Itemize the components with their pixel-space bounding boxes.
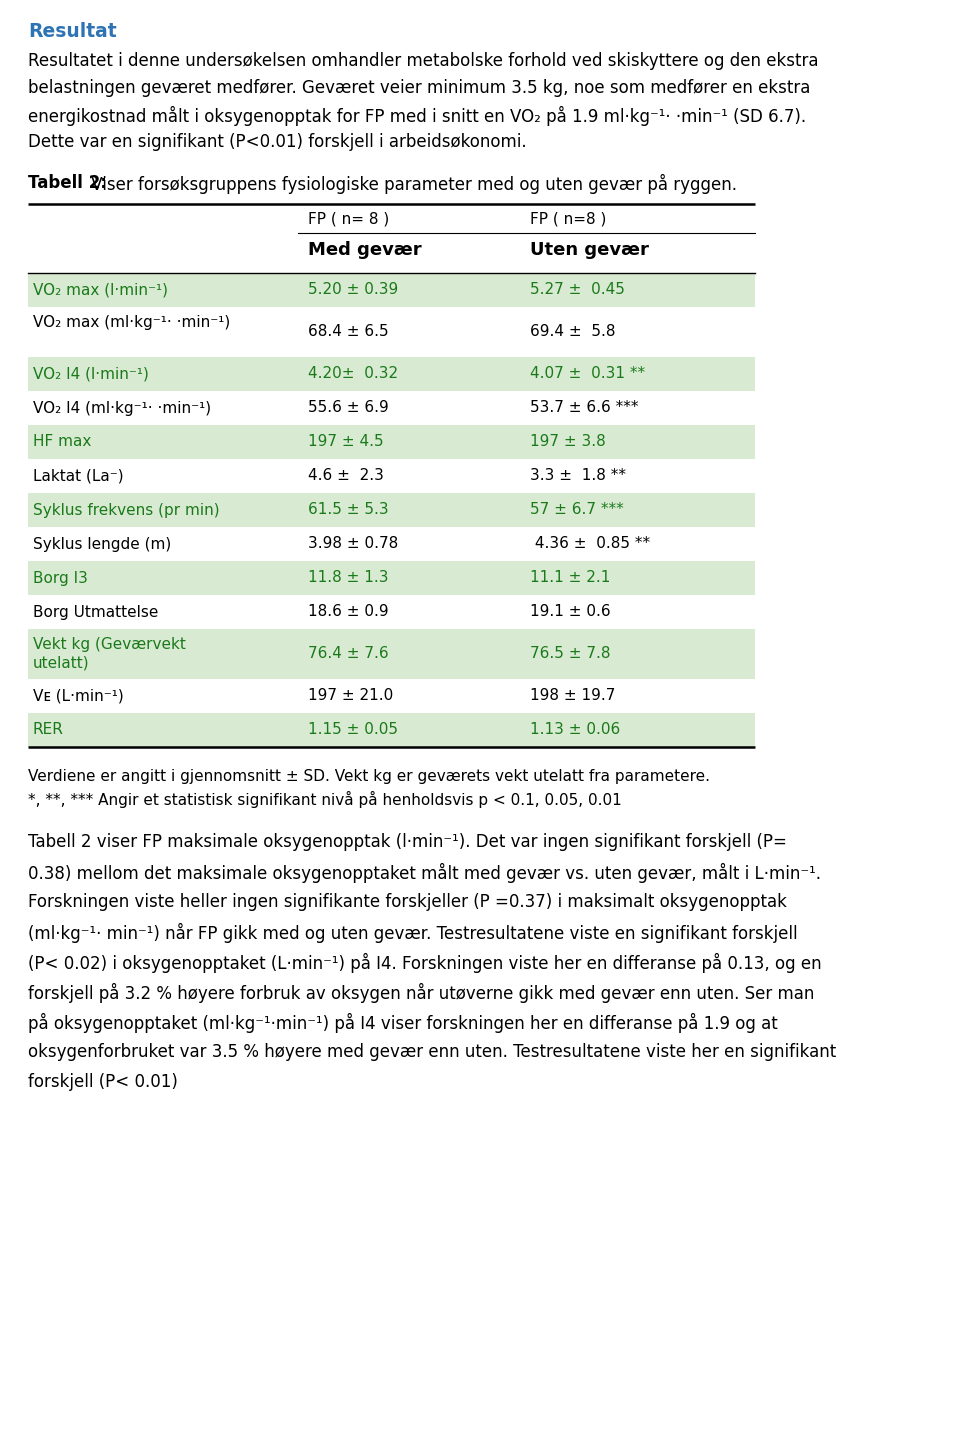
Text: Laktat (La⁻): Laktat (La⁻) bbox=[33, 468, 124, 484]
Text: Resultat: Resultat bbox=[28, 22, 116, 40]
Text: 11.1 ± 2.1: 11.1 ± 2.1 bbox=[530, 570, 611, 585]
Text: 69.4 ±  5.8: 69.4 ± 5.8 bbox=[530, 325, 615, 339]
Text: RER: RER bbox=[33, 722, 64, 738]
Text: forskjell på 3.2 % høyere forbruk av oksygen når utøverne gikk med gevær enn ute: forskjell på 3.2 % høyere forbruk av oks… bbox=[28, 983, 814, 1004]
Text: 11.8 ± 1.3: 11.8 ± 1.3 bbox=[308, 570, 389, 585]
Text: oksygenforbruket var 3.5 % høyere med gevær enn uten. Testresultatene viste her : oksygenforbruket var 3.5 % høyere med ge… bbox=[28, 1043, 836, 1061]
Text: 198 ± 19.7: 198 ± 19.7 bbox=[530, 689, 615, 703]
Text: 68.4 ± 6.5: 68.4 ± 6.5 bbox=[308, 325, 389, 339]
Text: 5.20 ± 0.39: 5.20 ± 0.39 bbox=[308, 283, 398, 297]
Text: 4.6 ±  2.3: 4.6 ± 2.3 bbox=[308, 468, 384, 484]
Text: 61.5 ± 5.3: 61.5 ± 5.3 bbox=[308, 503, 389, 517]
Text: 4.20±  0.32: 4.20± 0.32 bbox=[308, 367, 398, 381]
Text: Dette var en signifikant (P<0.01) forskjell i arbeidsøkonomi.: Dette var en signifikant (P<0.01) forskj… bbox=[28, 133, 527, 152]
Text: (ml·kg⁻¹· min⁻¹) når FP gikk med og uten gevær. Testresultatene viste en signifi: (ml·kg⁻¹· min⁻¹) når FP gikk med og uten… bbox=[28, 923, 798, 943]
Text: 4.07 ±  0.31 **: 4.07 ± 0.31 ** bbox=[530, 367, 645, 381]
Text: 57 ± 6.7 ***: 57 ± 6.7 *** bbox=[530, 503, 624, 517]
Text: 55.6 ± 6.9: 55.6 ± 6.9 bbox=[308, 400, 389, 416]
Text: (P< 0.02) i oksygenopptaket (L·min⁻¹) på I4. Forskningen viste her en differanse: (P< 0.02) i oksygenopptaket (L·min⁻¹) på… bbox=[28, 953, 822, 973]
Bar bbox=[28, 273, 755, 308]
Text: VO₂ max (ml·kg⁻¹· ·min⁻¹): VO₂ max (ml·kg⁻¹· ·min⁻¹) bbox=[33, 315, 230, 331]
Text: 197 ± 21.0: 197 ± 21.0 bbox=[308, 689, 394, 703]
Text: 3.3 ±  1.8 **: 3.3 ± 1.8 ** bbox=[530, 468, 626, 484]
Text: på oksygenopptaket (ml·kg⁻¹·min⁻¹) på I4 viser forskningen her en differanse på : på oksygenopptaket (ml·kg⁻¹·min⁻¹) på I4… bbox=[28, 1014, 778, 1032]
Text: VO₂ I4 (l·min⁻¹): VO₂ I4 (l·min⁻¹) bbox=[33, 367, 149, 381]
Text: belastningen geværet medfører. Geværet veier minimum 3.5 kg, noe som medfører en: belastningen geværet medfører. Geværet v… bbox=[28, 79, 810, 97]
Text: 197 ± 4.5: 197 ± 4.5 bbox=[308, 435, 384, 449]
Text: HF max: HF max bbox=[33, 435, 91, 449]
Text: Med gevær: Med gevær bbox=[308, 241, 421, 258]
Text: Borg Utmattelse: Borg Utmattelse bbox=[33, 605, 158, 619]
Text: forskjell (P< 0.01): forskjell (P< 0.01) bbox=[28, 1073, 178, 1092]
Text: FP ( n= 8 ): FP ( n= 8 ) bbox=[308, 211, 389, 227]
Text: utelatt): utelatt) bbox=[33, 656, 89, 670]
Text: *, **, *** Angir et statistisk signifikant nivå på henholdsvis p < 0.1, 0.05, 0.: *, **, *** Angir et statistisk signifika… bbox=[28, 791, 622, 809]
Bar bbox=[28, 357, 755, 391]
Text: Uten gevær: Uten gevær bbox=[530, 241, 649, 258]
Text: Syklus lengde (m): Syklus lengde (m) bbox=[33, 537, 171, 552]
Text: 18.6 ± 0.9: 18.6 ± 0.9 bbox=[308, 605, 389, 619]
Text: 3.98 ± 0.78: 3.98 ± 0.78 bbox=[308, 537, 398, 552]
Text: Viser forsøksgruppens fysiologiske parameter med og uten gevær på ryggen.: Viser forsøksgruppens fysiologiske param… bbox=[86, 173, 737, 193]
Text: 19.1 ± 0.6: 19.1 ± 0.6 bbox=[530, 605, 611, 619]
Bar bbox=[28, 492, 755, 527]
Text: 197 ± 3.8: 197 ± 3.8 bbox=[530, 435, 606, 449]
Text: Vᴇ (L·min⁻¹): Vᴇ (L·min⁻¹) bbox=[33, 689, 124, 703]
Bar bbox=[28, 713, 755, 747]
Text: Tabell 2:: Tabell 2: bbox=[28, 173, 107, 192]
Text: Tabell 2 viser FP maksimale oksygenopptak (l·min⁻¹). Det var ingen signifikant f: Tabell 2 viser FP maksimale oksygenoppta… bbox=[28, 833, 787, 851]
Text: 1.13 ± 0.06: 1.13 ± 0.06 bbox=[530, 722, 620, 738]
Text: VO₂ max (l·min⁻¹): VO₂ max (l·min⁻¹) bbox=[33, 283, 168, 297]
Bar bbox=[28, 630, 755, 679]
Text: 4.36 ±  0.85 **: 4.36 ± 0.85 ** bbox=[530, 537, 650, 552]
Text: Borg I3: Borg I3 bbox=[33, 570, 88, 585]
Text: Verdiene er angitt i gjennomsnitt ± SD. Vekt kg er geværets vekt utelatt fra par: Verdiene er angitt i gjennomsnitt ± SD. … bbox=[28, 770, 710, 784]
Text: Resultatet i denne undersøkelsen omhandler metabolske forhold ved skiskyttere og: Resultatet i denne undersøkelsen omhandl… bbox=[28, 52, 819, 69]
Bar bbox=[28, 425, 755, 459]
Text: 76.5 ± 7.8: 76.5 ± 7.8 bbox=[530, 647, 611, 661]
Text: FP ( n=8 ): FP ( n=8 ) bbox=[530, 211, 607, 227]
Text: 76.4 ± 7.6: 76.4 ± 7.6 bbox=[308, 647, 389, 661]
Text: Syklus frekvens (pr min): Syklus frekvens (pr min) bbox=[33, 503, 220, 517]
Text: 0.38) mellom det maksimale oksygenopptaket målt med gevær vs. uten gevær, målt i: 0.38) mellom det maksimale oksygenopptak… bbox=[28, 864, 821, 884]
Text: VO₂ I4 (ml·kg⁻¹· ·min⁻¹): VO₂ I4 (ml·kg⁻¹· ·min⁻¹) bbox=[33, 400, 211, 416]
Text: Forskningen viste heller ingen signifikante forskjeller (P =0.37) i maksimalt ok: Forskningen viste heller ingen signifika… bbox=[28, 892, 787, 911]
Text: 53.7 ± 6.6 ***: 53.7 ± 6.6 *** bbox=[530, 400, 638, 416]
Text: Vekt kg (Geværvekt: Vekt kg (Geværvekt bbox=[33, 637, 186, 653]
Text: 5.27 ±  0.45: 5.27 ± 0.45 bbox=[530, 283, 625, 297]
Text: 1.15 ± 0.05: 1.15 ± 0.05 bbox=[308, 722, 398, 738]
Bar bbox=[28, 562, 755, 595]
Text: energikostnad målt i oksygenopptak for FP med i snitt en VO₂ på 1.9 ml·kg⁻¹· ·mi: energikostnad målt i oksygenopptak for F… bbox=[28, 105, 806, 126]
